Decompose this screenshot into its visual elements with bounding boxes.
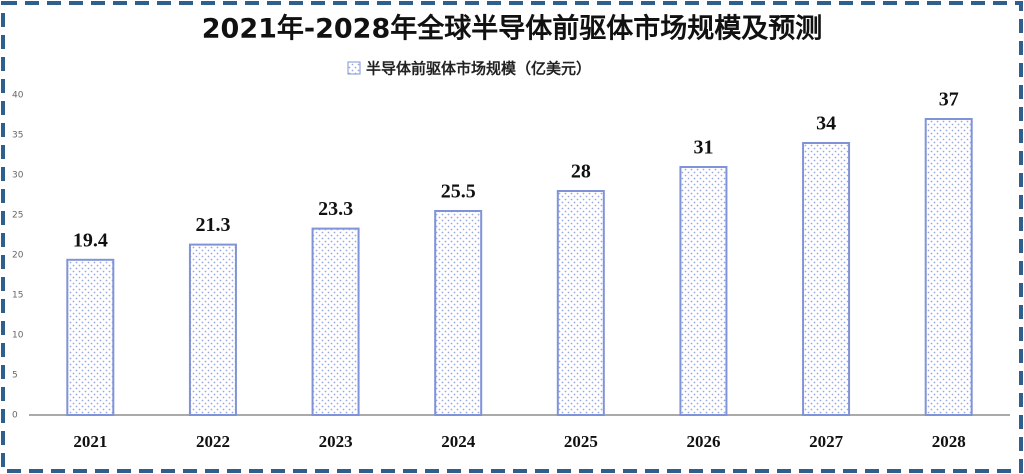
x-tick-label: 2028 xyxy=(932,432,966,451)
y-tick-label: 5 xyxy=(12,371,18,381)
chart-title: 2021年-2028年全球半导体前驱体市场规模及预测 xyxy=(202,13,823,45)
y-tick-label: 0 xyxy=(12,411,18,421)
value-label: 37 xyxy=(939,89,959,111)
value-label: 19.4 xyxy=(73,229,108,251)
x-tick-label: 2023 xyxy=(319,432,353,451)
legend-swatch xyxy=(347,61,361,75)
x-tick-label: 2026 xyxy=(686,432,720,451)
value-label: 21.3 xyxy=(195,214,230,236)
bar xyxy=(556,190,605,416)
legend-label: 半导体前驱体市场规模（亿美元） xyxy=(366,60,591,78)
bar xyxy=(802,142,851,416)
value-label: 28 xyxy=(571,161,591,183)
y-tick-label: 30 xyxy=(12,171,24,181)
y-tick-label: 20 xyxy=(12,251,24,261)
y-tick-label: 10 xyxy=(12,331,24,341)
value-label: 34 xyxy=(816,113,836,135)
y-tick-label: 35 xyxy=(12,131,23,141)
value-label: 25.5 xyxy=(441,181,476,203)
x-tick-label: 2027 xyxy=(809,432,844,451)
x-tick-label: 2024 xyxy=(441,432,476,451)
bar xyxy=(66,258,115,416)
x-tick-label: 2021 xyxy=(73,432,107,451)
bar xyxy=(188,243,237,416)
y-tick-label: 40 xyxy=(12,91,24,101)
bar xyxy=(924,118,973,416)
x-tick-label: 2022 xyxy=(196,432,230,451)
value-label: 31 xyxy=(693,137,713,159)
bar xyxy=(679,166,728,416)
y-tick-label: 15 xyxy=(12,291,23,301)
bar xyxy=(434,210,483,416)
y-tick-label: 25 xyxy=(12,211,23,221)
bar xyxy=(311,227,360,416)
value-label: 23.3 xyxy=(318,198,353,220)
x-tick-label: 2025 xyxy=(564,432,598,451)
